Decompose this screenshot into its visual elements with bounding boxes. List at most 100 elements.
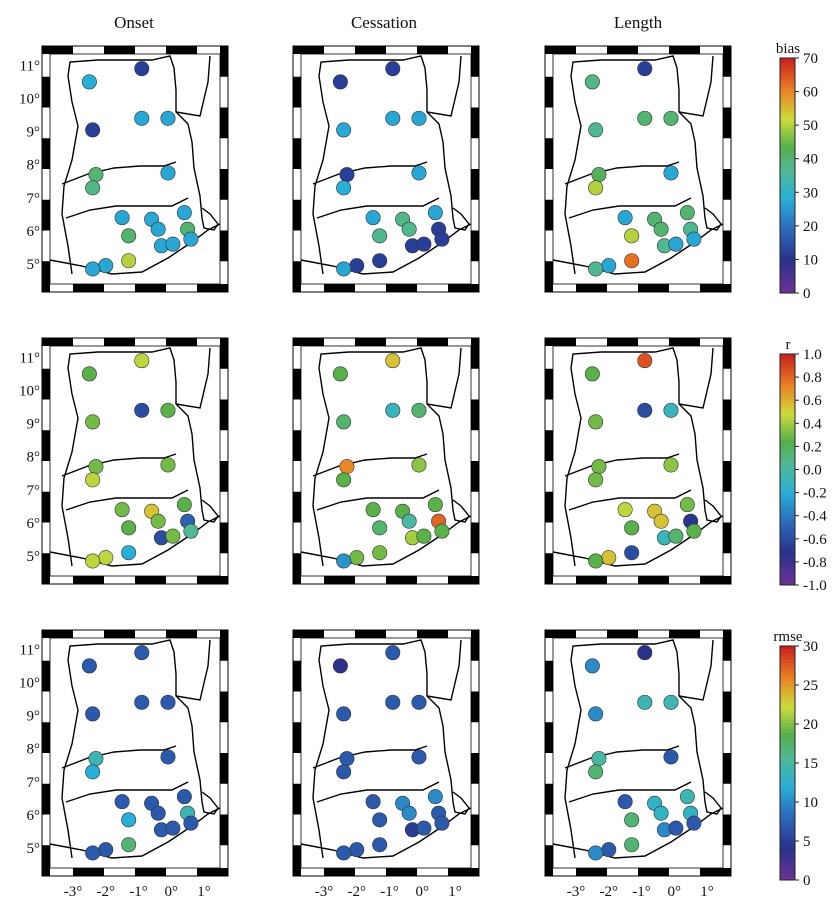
country-outline <box>312 347 470 567</box>
latitude-tick-label: 5° <box>27 257 41 273</box>
map-inner-frame <box>300 637 472 869</box>
map-frame <box>544 45 732 293</box>
colorbar-segment <box>780 659 795 664</box>
frame-tick <box>135 868 166 876</box>
colorbar-segment <box>780 453 795 457</box>
zone-boundary <box>175 55 211 117</box>
station-marker <box>385 645 401 661</box>
colorbar-segment <box>780 548 795 553</box>
station-marker <box>349 258 365 274</box>
station-marker <box>85 706 101 722</box>
station-marker <box>385 694 401 710</box>
frame-tick <box>576 284 607 292</box>
colorbars: bias010203040506070r-1.0-0.8-0.6-0.4-0.2… <box>773 41 827 889</box>
station-marker <box>411 110 427 126</box>
colorbar-rmse: rmse 0 5 10 15 20 25 30 <box>773 629 818 889</box>
colorbar-segment <box>780 796 795 801</box>
frame-tick <box>545 553 553 584</box>
colorbar-segment <box>780 742 795 747</box>
colorbar-segment <box>780 242 795 247</box>
colorbar-segment <box>780 789 795 794</box>
station-marker <box>165 236 181 252</box>
frame-tick <box>723 522 731 554</box>
station-marker <box>332 366 348 382</box>
station-marker <box>332 74 348 90</box>
station-marker <box>336 472 352 488</box>
frame-tick <box>293 430 301 461</box>
colorbar-segment <box>780 367 795 371</box>
frame-tick <box>723 399 731 431</box>
colorbar-segment <box>780 512 795 517</box>
station-marker <box>88 167 104 183</box>
station-marker <box>637 645 653 661</box>
colorbar-bias: bias 0 10 20 30 40 50 60 70 <box>776 41 818 302</box>
latitude-tick-label: 9° <box>27 125 41 141</box>
colorbar-segment <box>780 262 795 267</box>
colorbar-segment <box>780 779 795 784</box>
colorbar-segment <box>780 400 795 404</box>
colorbar-segment <box>780 225 795 230</box>
station-marker <box>349 842 365 858</box>
map-inner-frame <box>552 637 724 869</box>
zone-boundary <box>426 639 462 701</box>
colorbar-segment <box>780 773 795 777</box>
zone-boundary <box>175 639 211 701</box>
colorbar-segment <box>780 105 795 109</box>
colorbar-segment <box>780 282 795 287</box>
colorbar-segment <box>780 799 795 804</box>
frame-tick <box>417 630 448 638</box>
latitude-tick-label: 6° <box>27 516 41 532</box>
station-marker <box>588 764 604 780</box>
colorbar-segment <box>780 873 795 878</box>
frame-tick <box>638 576 669 584</box>
latitude-tick-label: 11° <box>20 350 40 366</box>
colorbar-segment <box>780 393 795 398</box>
station-marker <box>349 550 365 566</box>
station-marker <box>637 110 653 126</box>
station-marker <box>588 122 604 138</box>
colorbar-segment <box>780 489 795 494</box>
map-inner-frame <box>49 345 221 577</box>
frame-tick <box>723 230 731 262</box>
station-marker <box>411 694 427 710</box>
colorbar-segment <box>780 148 795 153</box>
station-marker <box>591 167 607 183</box>
station-marker <box>165 820 181 836</box>
frame-tick <box>220 753 228 784</box>
zone-boundary <box>678 55 714 117</box>
station-marker <box>85 414 101 430</box>
frame-tick <box>545 660 553 692</box>
frame-tick <box>293 553 301 584</box>
station-marker <box>85 472 101 488</box>
frame-tick <box>324 576 355 584</box>
colorbar-segment <box>780 806 795 811</box>
station-marker <box>365 210 381 226</box>
frame-tick <box>42 553 50 584</box>
station-marker <box>411 402 427 418</box>
frame-tick <box>220 814 228 846</box>
latitude-tick-label: 11° <box>20 58 40 74</box>
colorbar-segment <box>780 836 795 841</box>
latitude-tick-label: 11° <box>20 642 40 658</box>
colorbar-tick-label: 30 <box>803 639 818 655</box>
frame-tick <box>545 722 553 753</box>
colorbar-segment <box>780 118 795 123</box>
colorbar-segment <box>780 776 795 781</box>
frame-tick <box>293 338 324 346</box>
station-marker <box>372 837 388 853</box>
colorbar-segment <box>780 259 795 264</box>
zone-boundary <box>678 347 714 409</box>
station-marker <box>416 820 432 836</box>
colorbar-segment <box>780 672 795 677</box>
country-outline <box>312 55 470 275</box>
station-marker <box>134 61 150 77</box>
zone-boundary <box>564 161 680 185</box>
frame-tick <box>386 576 417 584</box>
frame-tick <box>42 845 50 876</box>
frame-tick <box>293 368 301 400</box>
colorbar-tick-label: 10 <box>803 252 818 268</box>
station-marker <box>183 231 199 247</box>
frame-tick <box>669 630 700 638</box>
colorbar-tick-label: 20 <box>803 219 818 235</box>
